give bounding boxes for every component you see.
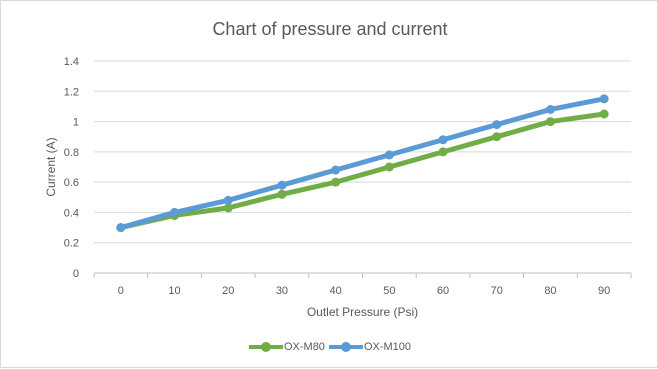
chart-title: Chart of pressure and current [212, 19, 448, 39]
legend: OX-M80 OX-M100 [1, 341, 658, 353]
y-tick-label: 0 [73, 268, 79, 280]
x-tick-label: 30 [276, 285, 288, 297]
y-tick-label: 1 [73, 117, 79, 129]
data-point-ox-m100 [599, 94, 609, 104]
x-tick-label: 0 [118, 285, 124, 297]
data-point-ox-m100 [223, 195, 233, 205]
legend-item-ox-m100: OX-M100 [328, 341, 412, 353]
x-tick-label: 90 [598, 285, 610, 297]
series-line-ox-m100 [118, 96, 607, 231]
x-tick-label: 10 [168, 285, 180, 297]
x-tick-label: 40 [330, 285, 342, 297]
legend-swatch [248, 341, 283, 353]
x-tick-label: 70 [491, 285, 503, 297]
y-tick-label: 0.8 [64, 147, 79, 159]
data-point-ox-m80 [277, 189, 287, 199]
data-point-ox-m100 [331, 165, 341, 175]
y-tick-label: 0.2 [64, 238, 79, 250]
legend-swatch-marker [340, 342, 351, 352]
data-point-ox-m80 [599, 109, 609, 119]
legend-label: OX-M100 [363, 341, 412, 353]
x-tick-label: 50 [383, 285, 395, 297]
legend-item-ox-m80: OX-M80 [248, 341, 325, 353]
y-axis-title: Current (A) [44, 137, 58, 196]
data-point-ox-m100 [384, 150, 394, 160]
data-point-ox-m80 [492, 132, 502, 142]
legend-swatch [328, 341, 363, 353]
data-point-ox-m80 [331, 177, 341, 187]
legend-label: OX-M80 [283, 341, 325, 353]
data-point-ox-m100 [170, 207, 180, 217]
y-tick-label: 1.4 [64, 56, 79, 68]
legend-swatch-marker [260, 342, 271, 352]
data-point-ox-m80 [384, 162, 394, 172]
data-point-ox-m80 [223, 203, 233, 213]
data-point-ox-m100 [438, 135, 448, 145]
data-point-ox-m80 [545, 117, 555, 127]
y-tick-label: 1.2 [64, 86, 79, 98]
x-tick-label: 80 [544, 285, 556, 297]
y-tick-label: 0.6 [64, 177, 79, 189]
data-point-ox-m100 [116, 223, 126, 233]
x-tick-label: 20 [222, 285, 234, 297]
data-point-ox-m80 [438, 147, 448, 157]
y-tick-label: 0.4 [64, 207, 79, 219]
x-tick-label: 60 [437, 285, 449, 297]
data-point-ox-m100 [545, 104, 555, 114]
series-line-ox-m80 [118, 111, 607, 231]
data-point-ox-m100 [492, 120, 502, 130]
x-axis-title: Outlet Pressure (Psi) [307, 305, 418, 319]
data-point-ox-m100 [277, 180, 287, 190]
